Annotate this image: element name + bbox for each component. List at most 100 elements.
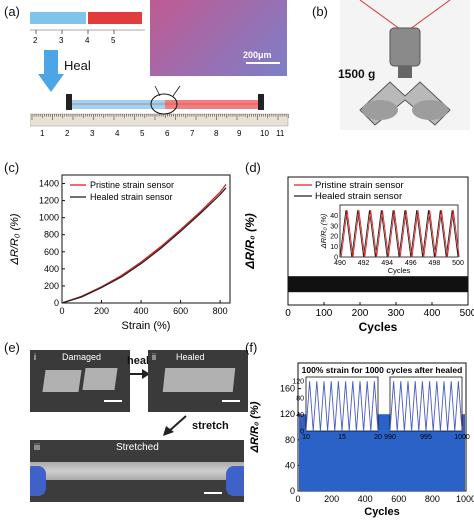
stretch-arrow-text: stretch — [192, 420, 229, 432]
chart-f: 0 200 400 600 800 100004080120160CyclesΔR/R₀ … — [249, 362, 474, 518]
y-tick-label: 1200 — [39, 196, 59, 206]
x-tick-label: 100 — [316, 308, 333, 319]
stretched-text: Stretched — [116, 442, 159, 453]
y-tick-label: 800 — [44, 230, 59, 240]
inset-x-tick-label: 500 — [452, 260, 464, 267]
ruler-bottom-tick: 1 — [40, 129, 45, 138]
x-tick-label: 200 — [324, 494, 339, 504]
inset-y-tick-label: 10 — [330, 244, 338, 251]
ruler-bottom-tick: 6 — [165, 129, 170, 138]
panel-label-d: (d) — [245, 160, 261, 175]
x-tick-label: 600 — [173, 306, 188, 316]
x-tick-label: 1000 — [456, 494, 474, 504]
y-tick-label: 600 — [44, 247, 59, 257]
sub-label-ii: ii — [152, 352, 156, 362]
inset-line — [389, 381, 463, 432]
inset-y-tick-label: 0 — [300, 429, 304, 436]
panel-label-f: (f) — [245, 340, 258, 355]
y-tick-label: 1400 — [39, 179, 59, 189]
ruler-top-tick: 3 — [59, 36, 64, 45]
legend-label: Pristine strain sensor — [90, 180, 174, 190]
inset-y-tick-label: 80 — [296, 395, 304, 402]
x-axis-label: Cycles — [364, 506, 399, 518]
panel-label-e: (e) — [4, 340, 20, 355]
inset-y-tick-label: 120 — [292, 379, 304, 386]
y-tick-label: 0 — [290, 486, 295, 496]
y-tick-label: 40 — [285, 460, 295, 470]
x-tick-label: 800 — [425, 494, 440, 504]
top-sensor-photo: 2 3 4 5 — [30, 12, 145, 45]
healed-text: Healed — [176, 352, 205, 362]
ruler-bottom-tick: 4 — [115, 129, 120, 138]
y-tick-label: 1000 — [39, 213, 59, 223]
x-tick-label: 800 — [213, 306, 228, 316]
inset-x-tick-label: 492 — [358, 260, 370, 267]
y-axis-label: ΔR/R₀ (%) — [243, 213, 257, 269]
legend-label: Healed strain sensor — [90, 192, 173, 202]
x-tick-label: 400 — [134, 306, 149, 316]
panel-label-c: (c) — [4, 160, 20, 175]
y-tick-label: 80 — [285, 435, 295, 445]
legend-label: Healed strain sensor — [315, 191, 402, 202]
ruler-bottom-tick: 5 — [140, 129, 145, 138]
series-line-pristine — [61, 184, 227, 304]
y-axis-label: ΔR/R₀ (%) — [9, 213, 21, 265]
x-tick-label: 0 — [59, 306, 64, 316]
y-tick-label: 160 — [280, 384, 295, 394]
y-tick-label: 0 — [54, 298, 59, 308]
inset-healed-line — [339, 210, 459, 258]
y-tick-label: 400 — [44, 264, 59, 274]
y-tick-label: 200 — [44, 281, 59, 291]
inset-x-tick-label: 995 — [420, 434, 432, 441]
ruler-top-tick: 4 — [85, 36, 90, 45]
x-tick-label: 600 — [391, 494, 406, 504]
inset-y-tick-label: 20 — [330, 234, 338, 241]
photo-healed: ii Healed — [148, 350, 248, 412]
x-axis-label: Cycles — [359, 320, 398, 334]
inset-x-tick-label: 10 — [302, 434, 310, 441]
inset-x-tick-label: 498 — [429, 260, 441, 267]
stretch-arrow-icon — [163, 415, 187, 436]
cycle-band — [288, 276, 468, 293]
inset-line — [305, 381, 379, 432]
healed-sensor-ruler: 1 2 3 4 5 6 7 8 9 10 11 — [30, 85, 289, 138]
chart-c: 0 200 400 600 800 0 200 400 600 800 1000 1200 1400 St… — [9, 174, 231, 332]
inset-pristine-line — [340, 210, 460, 258]
damaged-text: Damaged — [62, 352, 102, 362]
weight-text: 1500 g — [338, 67, 376, 81]
x-tick-label: 0 — [285, 308, 291, 319]
x-tick-label: 200 — [94, 306, 109, 316]
ruler-bottom-tick: 7 — [190, 129, 195, 138]
x-tick-label: 200 — [352, 308, 369, 319]
panel-label-b: (b) — [312, 4, 328, 19]
inset-x-tick-label: 20 — [374, 434, 382, 441]
inset-connector — [299, 414, 307, 432]
inset-x-tick-label: 1000 — [454, 434, 470, 441]
sub-label-iii: iii — [34, 442, 40, 452]
ruler-bottom-tick: 8 — [214, 129, 219, 138]
inset-y-tick-label: 40 — [330, 213, 338, 220]
sub-label-i: i — [34, 352, 36, 362]
inset-y-label: ΔR/R₀ (%) — [319, 213, 328, 249]
ruler-bottom-tick: 2 — [65, 129, 70, 138]
legend-label: Pristine strain sensor — [315, 180, 404, 191]
series-line-healed — [61, 187, 227, 304]
inset-x-tick-label: 496 — [405, 260, 417, 267]
plot-frame — [287, 176, 469, 306]
x-tick-label: 500 — [460, 308, 474, 319]
x-tick-label: 0 — [295, 494, 300, 504]
y-tick-label: 120 — [280, 409, 295, 419]
inset-x-tick-label: 990 — [384, 434, 396, 441]
y-axis-label: ΔR/R₀ (%) — [249, 401, 261, 453]
panel-label-a: (a) — [4, 4, 20, 19]
inset-x-tick-label: 490 — [334, 260, 346, 267]
x-tick-label: 300 — [388, 308, 405, 319]
ruler-top-tick: 5 — [111, 36, 116, 45]
plot-frame — [61, 174, 231, 304]
inset-x-tick-label: 15 — [338, 434, 346, 441]
x-tick-label: 400 — [424, 308, 441, 319]
inset-y-tick-label: 30 — [330, 223, 338, 230]
inset-y-tick-label: 0 — [334, 255, 338, 262]
photo-damaged: i Damaged — [30, 350, 130, 412]
